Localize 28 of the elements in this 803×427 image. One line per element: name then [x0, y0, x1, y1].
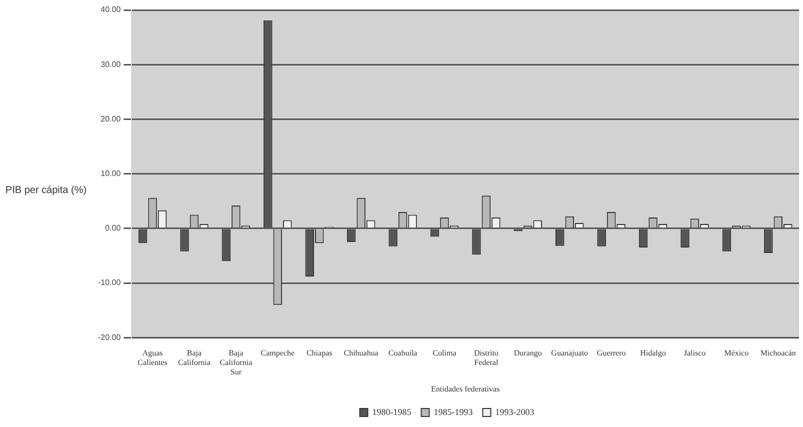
x-tick-label: Coahuila: [388, 348, 418, 358]
y-tick-label: 10.00: [100, 169, 122, 178]
x-axis-title: Entidades federativas: [431, 384, 500, 394]
x-tick-label: Jalisco: [684, 348, 706, 358]
y-tick-label: 40.00: [100, 5, 122, 14]
x-tick-label: Hidalgo: [640, 348, 666, 358]
x-tick-label: Chiapas: [306, 348, 332, 358]
y-axis-title: PIB per cápita (%): [4, 185, 88, 196]
x-tick-label: Campeche: [260, 348, 295, 358]
y-tick-label: 20.00: [100, 114, 122, 124]
legend-label: 1985-1993: [434, 406, 474, 417]
y-tick-label: -10.00: [98, 278, 122, 288]
y-tick-label: -20.00: [98, 332, 122, 342]
x-tick-label: Guerrero: [596, 348, 626, 358]
x-tick-label: Durango: [514, 348, 542, 358]
x-tick-label: Chihuahua: [344, 348, 379, 358]
x-tick-label: Baja California Sur: [220, 348, 253, 377]
y-tick-label: 0.00: [105, 224, 122, 233]
legend-label: 1980-1985: [372, 406, 412, 417]
x-tick-label: Aguas Calientes: [138, 348, 168, 368]
x-tick-label: Distrito Federal: [474, 348, 499, 368]
x-tick-label: Michoacán: [760, 348, 796, 358]
legend-label: 1993-2003: [495, 406, 535, 417]
x-tick-label: Guanajuato: [551, 348, 588, 358]
x-tick-label: Colima: [432, 348, 457, 358]
y-tick-label: 30.00: [100, 60, 122, 69]
x-tick-label: Baja California: [178, 348, 211, 368]
x-tick-label: México: [724, 348, 749, 358]
